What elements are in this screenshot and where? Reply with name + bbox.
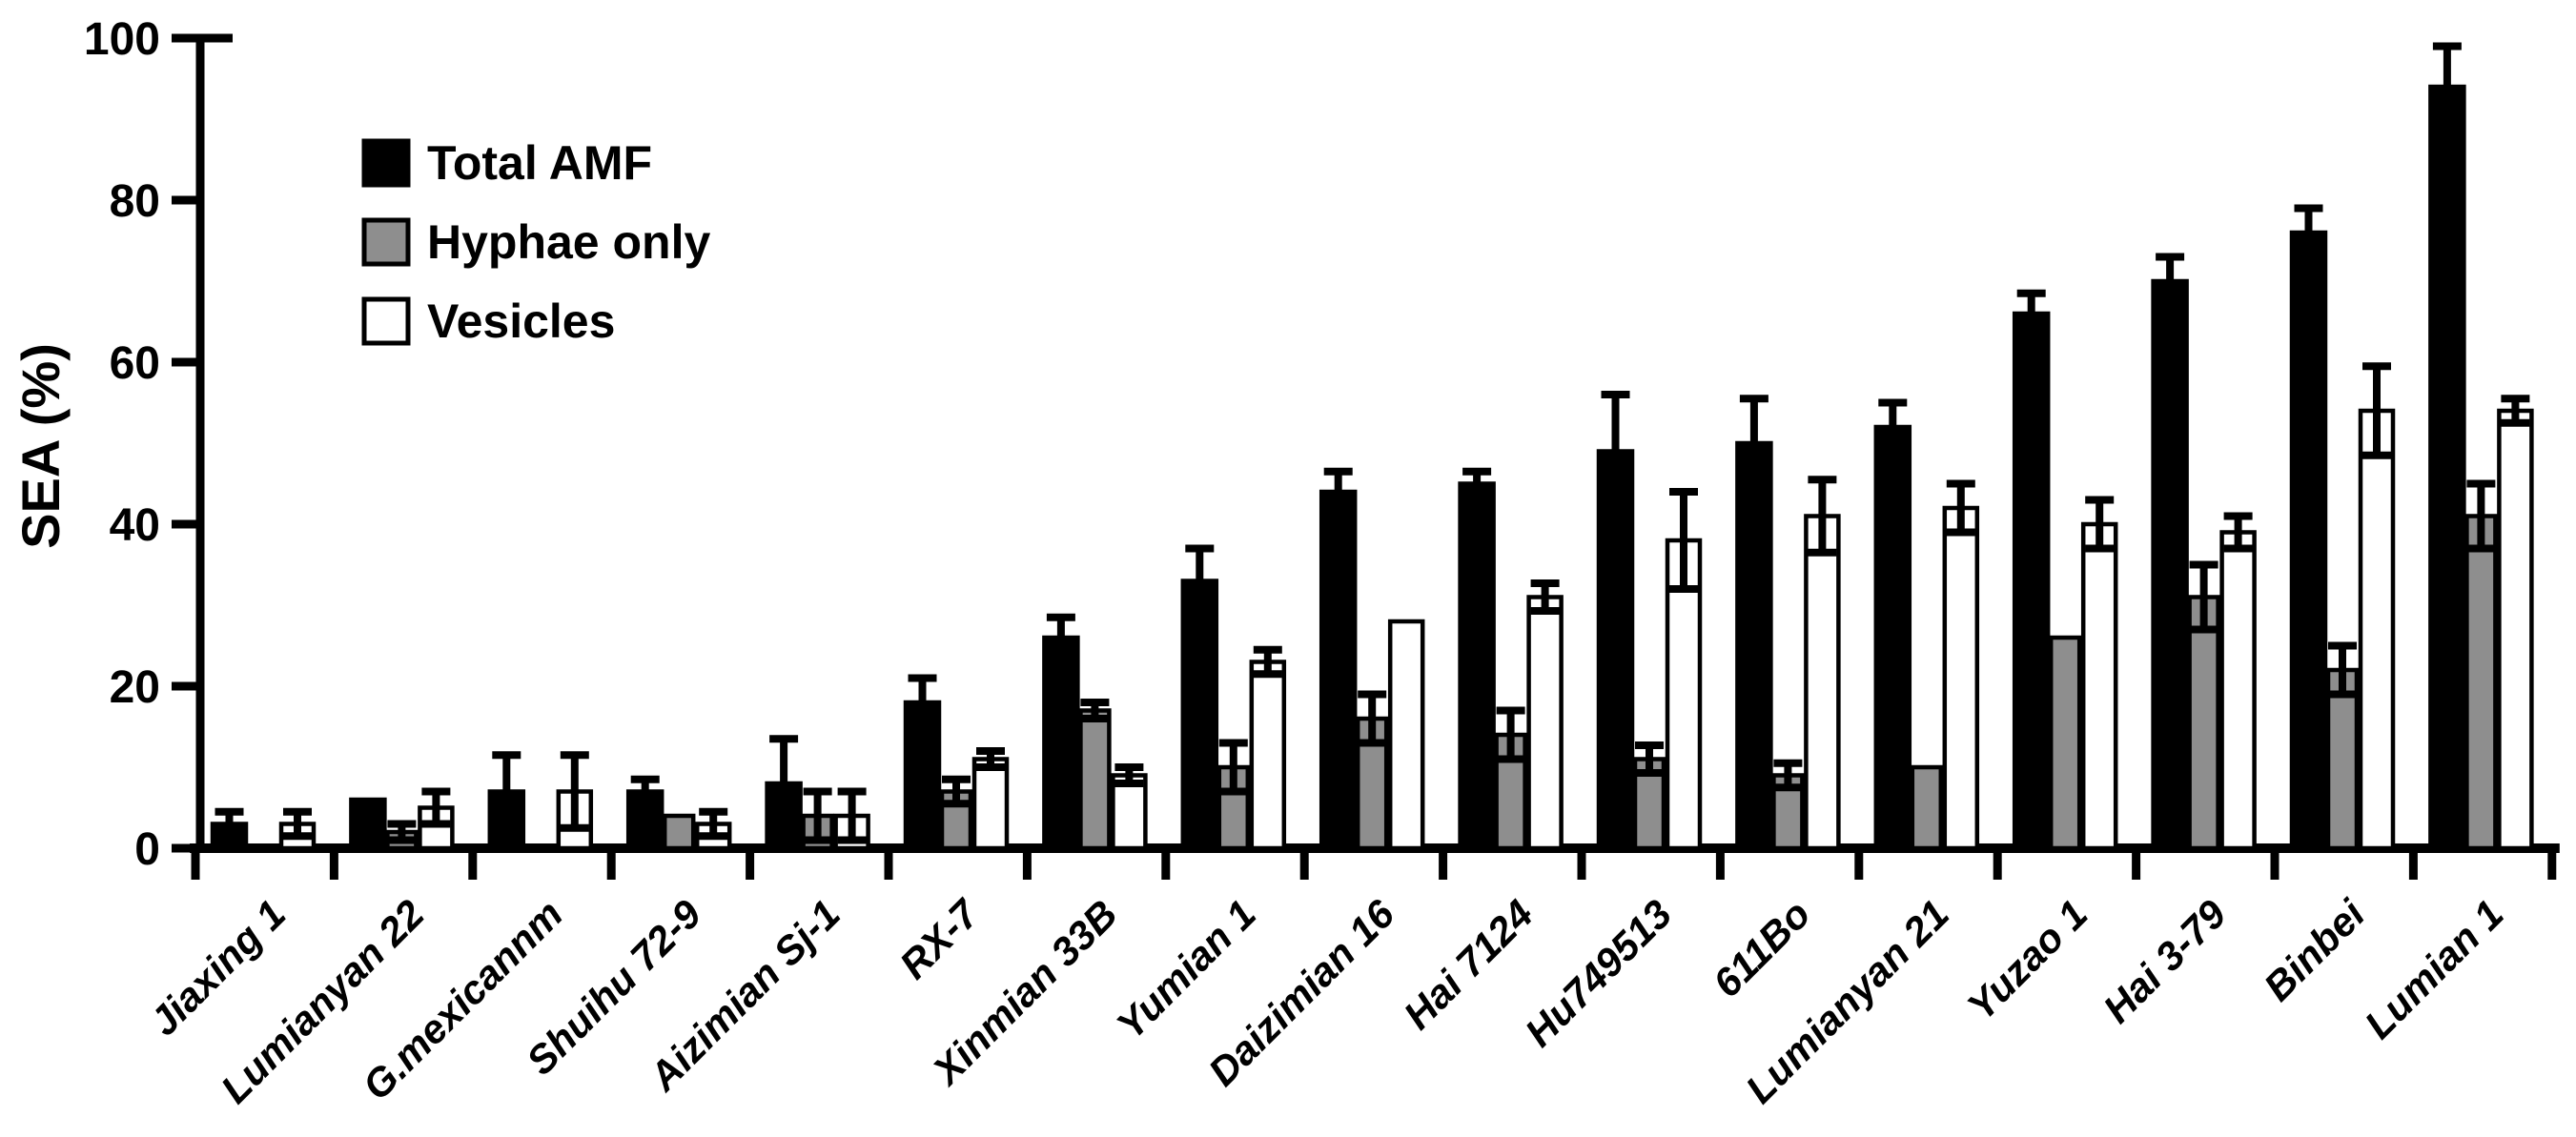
x-category-label-611bo: 611Bo bbox=[1705, 891, 1819, 1005]
y-tick-label-80: 80 bbox=[110, 176, 160, 227]
bar-total-amf-611bo bbox=[1735, 440, 1773, 851]
legend-label-hyphae-only: Hyphae only bbox=[427, 215, 710, 269]
bar-vesicles-lumian-1 bbox=[2497, 408, 2534, 851]
bar-total-amf-lumianyan-22 bbox=[349, 797, 387, 851]
bar-total-amf-daizimian-16 bbox=[1319, 489, 1358, 851]
filled-gray-square-icon bbox=[361, 217, 411, 267]
bar-total-amf-binbei bbox=[2289, 230, 2328, 851]
bar-hyphae-only-lumianyan-21 bbox=[1910, 764, 1944, 851]
bar-total-amf-g-mexicannm bbox=[487, 789, 526, 851]
bar-total-amf-hai-7124 bbox=[1458, 481, 1496, 851]
y-tick-label-60: 60 bbox=[110, 338, 160, 389]
bar-hyphae-only-binbei bbox=[2325, 667, 2360, 851]
y-tick-label-100: 100 bbox=[84, 14, 160, 65]
bar-total-amf-hu749513 bbox=[1596, 449, 1635, 851]
x-category-label-hai-7124: Hai 7124 bbox=[1395, 891, 1542, 1038]
bar-total-amf-yuzao-1 bbox=[2012, 311, 2051, 851]
filled-black-square-icon bbox=[361, 138, 411, 188]
bar-total-amf-rx-7 bbox=[903, 700, 942, 851]
bar-total-amf-jiaxing-1 bbox=[210, 822, 249, 851]
bar-hyphae-only-lumian-1 bbox=[2464, 514, 2498, 851]
bar-hyphae-only-xinmian-33b bbox=[1078, 708, 1112, 851]
y-tick-label-0: 0 bbox=[134, 824, 160, 875]
bar-vesicles-611bo bbox=[1804, 514, 1841, 851]
bar-total-amf-aizimian-sj-1 bbox=[765, 781, 803, 851]
bar-vesicles-hai-7124 bbox=[1526, 595, 1564, 851]
x-category-label-rx-7: RX-7 bbox=[890, 890, 988, 987]
x-category-label-hai-3-79: Hai 3-79 bbox=[2095, 891, 2236, 1032]
y-axis-title: SEA (%) bbox=[10, 343, 71, 549]
bar-vesicles-daizimian-16 bbox=[1387, 619, 1425, 851]
bar-total-amf-shuihu-72-9 bbox=[625, 789, 664, 851]
bar-total-amf-yumian-1 bbox=[1180, 579, 1219, 851]
x-category-label-binbei: Binbei bbox=[2255, 890, 2374, 1009]
legend-label-total-amf: Total AMF bbox=[427, 136, 652, 190]
bar-total-amf-lumianyan-21 bbox=[1873, 424, 1912, 851]
bar-vesicles-yuzao-1 bbox=[2080, 521, 2118, 851]
y-tick-label-20: 20 bbox=[110, 662, 160, 713]
bar-vesicles-lumianyan-21 bbox=[1942, 505, 1980, 851]
bar-hyphae-only-yuzao-1 bbox=[2048, 635, 2082, 851]
bar-vesicles-hai-3-79 bbox=[2219, 530, 2257, 851]
bar-vesicles-rx-7 bbox=[971, 757, 1010, 851]
x-category-label-hu749513: Hu749513 bbox=[1516, 891, 1680, 1055]
bar-vesicles-binbei bbox=[2358, 408, 2396, 851]
bar-hyphae-only-hai-3-79 bbox=[2187, 595, 2220, 851]
bar-hyphae-only-shuihu-72-9 bbox=[662, 813, 696, 851]
x-category-label-lumian-1: Lumian 1 bbox=[2356, 891, 2512, 1047]
bar-total-amf-xinmian-33b bbox=[1042, 635, 1080, 851]
y-tick-label-40: 40 bbox=[110, 500, 160, 551]
bar-total-amf-lumian-1 bbox=[2428, 84, 2466, 851]
outline-white-square-icon bbox=[361, 296, 411, 346]
bar-vesicles-yumian-1 bbox=[1249, 660, 1287, 851]
x-category-label-yuzao-1: Yuzao 1 bbox=[1958, 891, 2096, 1028]
bar-total-amf-hai-3-79 bbox=[2151, 278, 2189, 851]
legend-label-vesicles: Vesicles bbox=[427, 294, 615, 348]
